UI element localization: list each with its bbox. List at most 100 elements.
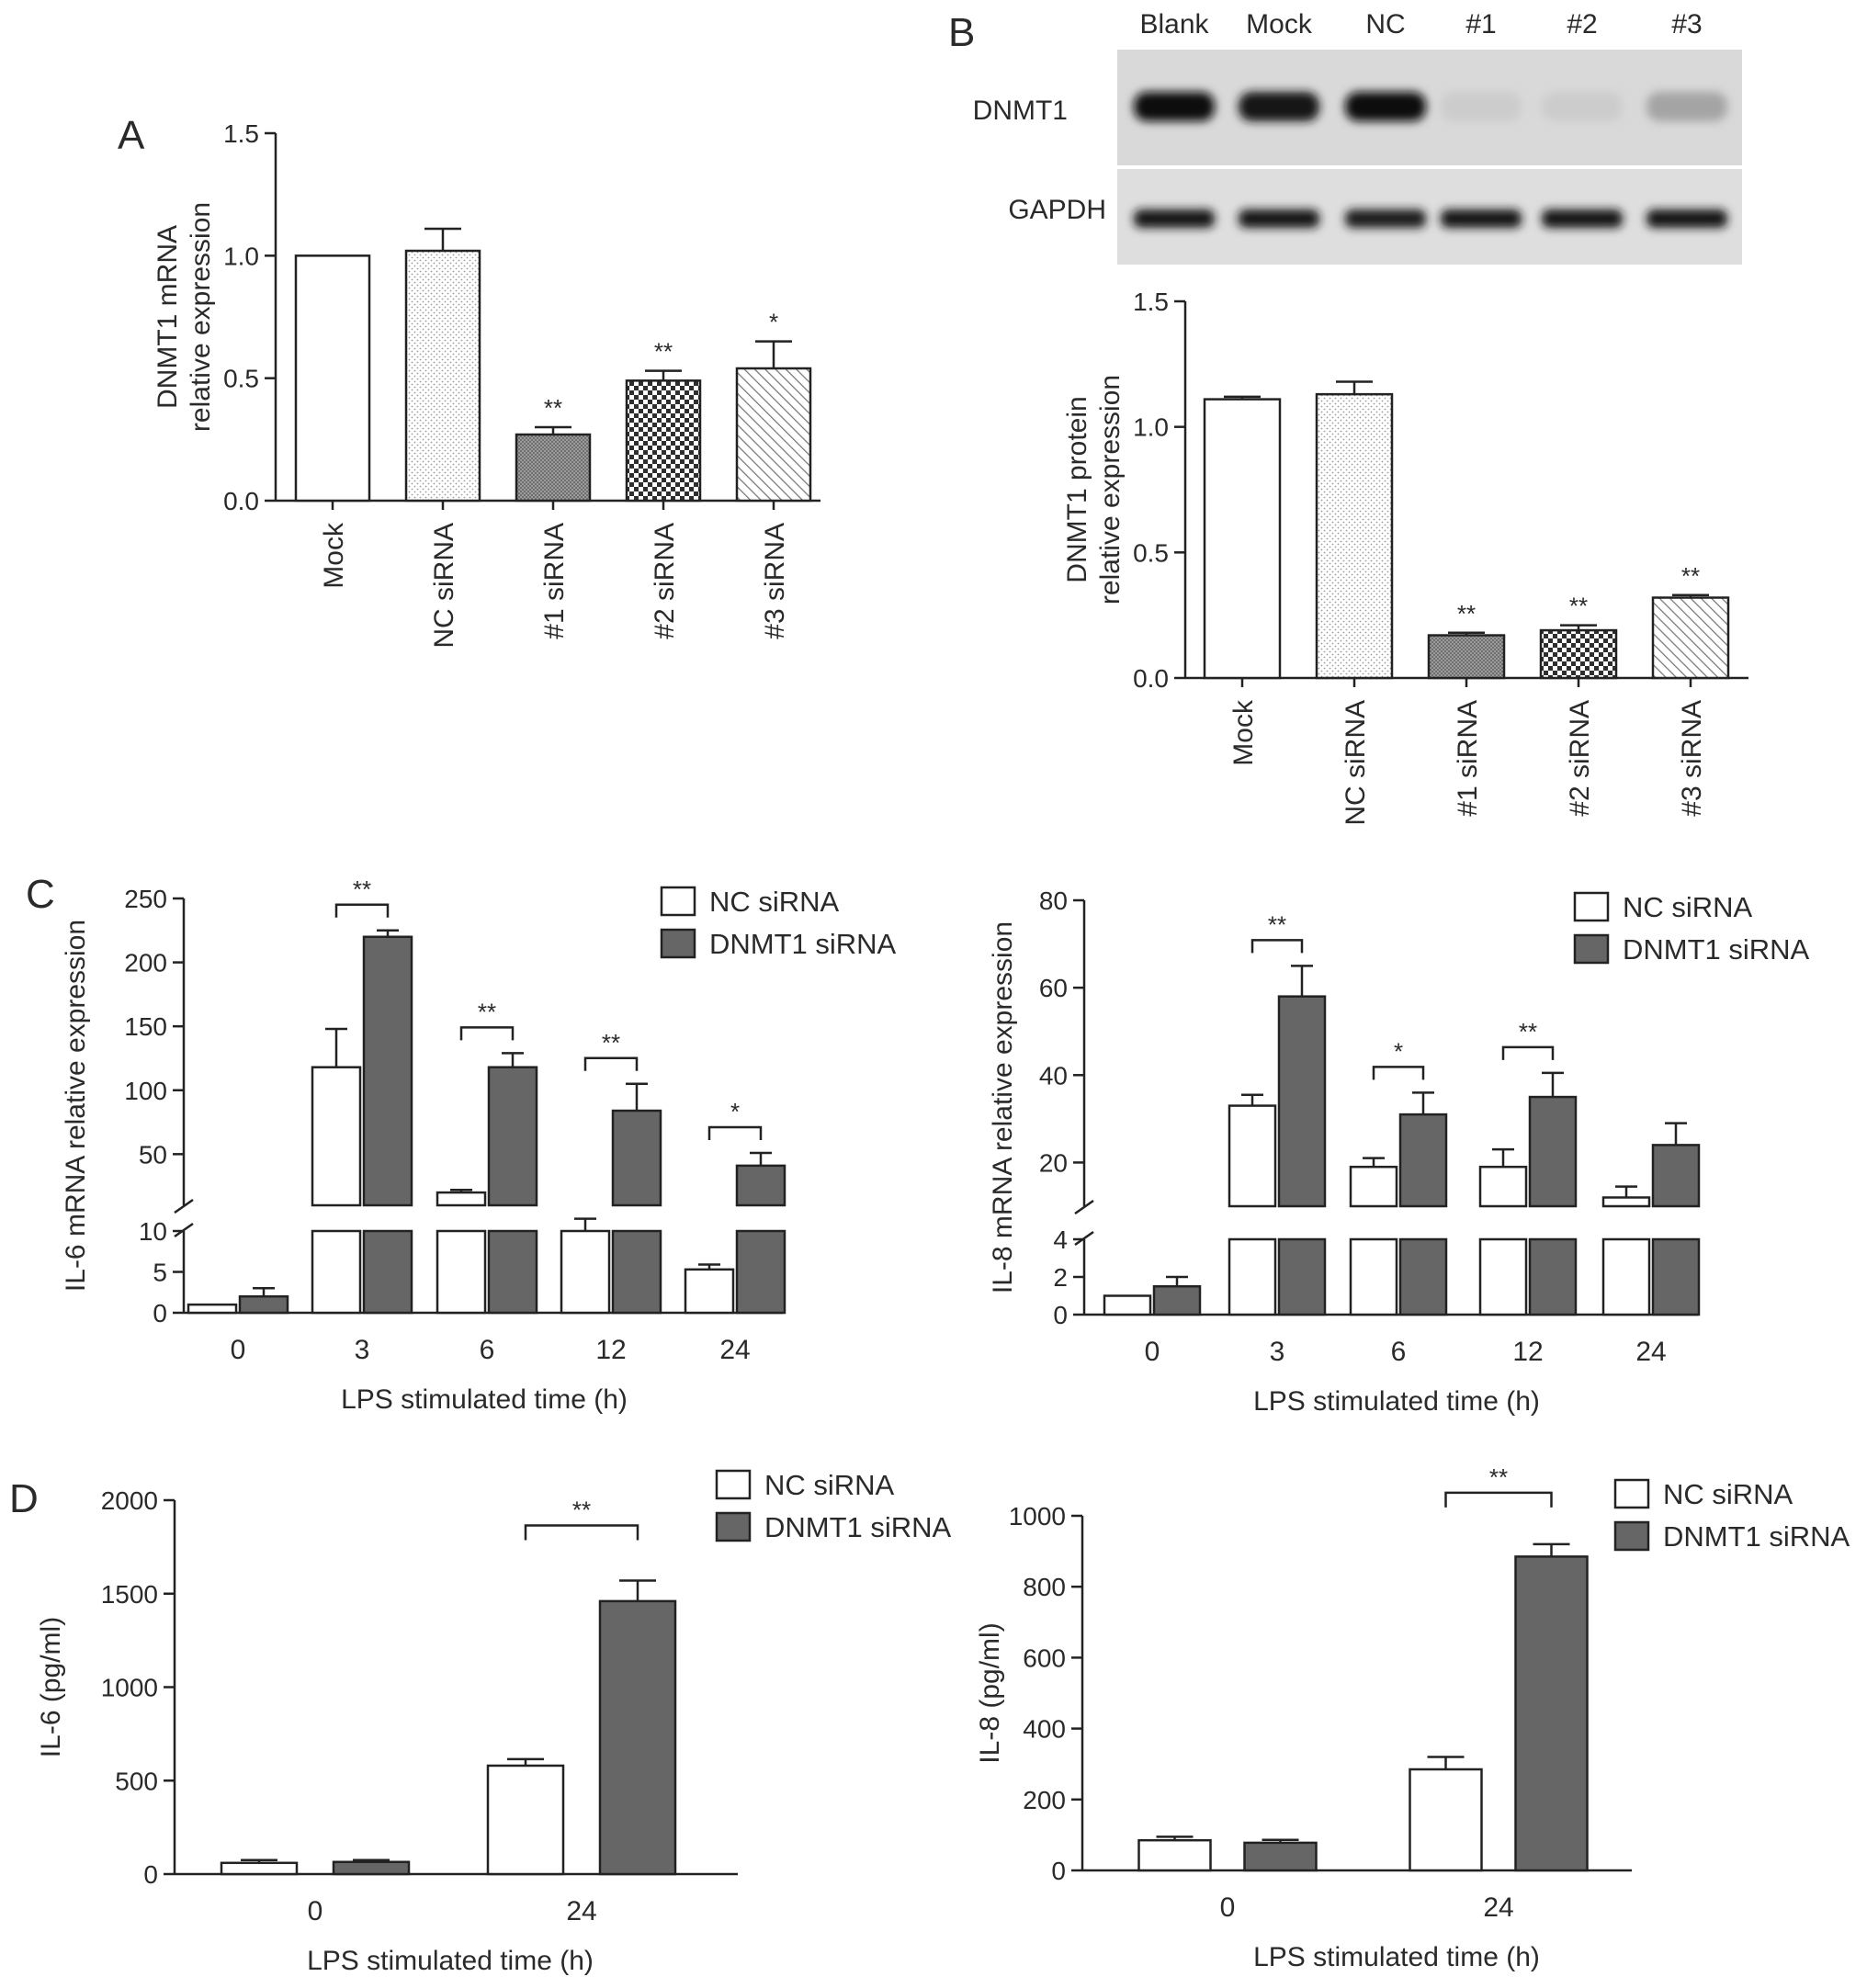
y-tick-label: 20 [1039,1148,1068,1177]
blot-band-gapdh [1441,209,1522,228]
blot-lane-label: Mock [1246,9,1313,40]
bar-lower-segment [311,1229,362,1315]
bar-lower-segment [436,1229,487,1315]
blot-band-gapdh [1239,209,1319,228]
y-tick-label: 4 [1053,1226,1068,1254]
y-tick-label: 1.0 [223,242,259,270]
chart-a: 0.0 0.5 1.0 1.5 DNMT1 mRNA relative expressio… [153,119,820,649]
y-tick-label: 2000 [101,1486,158,1515]
y-tick-label: 10 [139,1217,167,1246]
bar [238,1294,289,1315]
blot-lane-label: #1 [1465,9,1496,40]
y-axis-label: DNMT1 protein [1062,396,1092,582]
y-tick-label: 0.0 [223,487,259,515]
y-tick-label: 250 [124,885,167,913]
western-blot: Blank Mock NC #1 #2 #3 DNMT1 GAPDH [973,9,1742,265]
bar-upper-segment [436,1191,487,1207]
y-tick-label: 1000 [1009,1502,1066,1531]
legend-label: NC siRNA [709,886,840,918]
blot-band-gapdh [1646,209,1727,228]
bar-upper-segment [1277,995,1327,1208]
x-tick-label: 3 [355,1335,370,1365]
x-tick-label: 24 [1635,1337,1666,1367]
x-tick-label: #3 siRNA [1677,700,1707,817]
significance-marker: ** [478,998,496,1025]
bar-upper-segment [1398,1113,1448,1208]
legend-swatch-dnmt1 [660,928,696,959]
bar-lower-segment [1601,1237,1651,1316]
y-tick-label: 600 [1023,1643,1066,1672]
blot-band-gapdh [1345,209,1426,228]
blot-band-dnmt1 [1134,92,1215,121]
significance-marker: ** [544,394,562,422]
y-axis-label: IL-8 mRNA relative expression [988,921,1018,1293]
significance-bracket [583,1056,639,1071]
blot-row-label-dnmt1: DNMT1 [973,96,1068,126]
bar [598,1599,677,1876]
x-tick-label: NC siRNA [429,523,459,649]
blot-lane-label: NC [1365,9,1405,40]
blot-lane-label: #2 [1567,9,1597,40]
y-tick-label: 0.5 [1133,538,1169,567]
bar-upper-segment [487,1066,538,1207]
bar [332,1860,411,1876]
bar-lower-segment [1277,1237,1327,1316]
panel-label-d: D [9,1476,39,1521]
blot-lane-label: Blank [1139,9,1209,40]
legend-swatch-dnmt1 [1573,933,1610,965]
legend-label: NC siRNA [1623,891,1753,923]
y-axis-label: IL-8 (pg/ml) [975,1622,1005,1763]
bar-lower-segment [1478,1237,1528,1316]
bar-lower-segment [1651,1237,1701,1316]
bar [1103,1294,1152,1316]
y-tick-label: 800 [1023,1573,1066,1601]
axis-break-mark [1074,1199,1094,1215]
bar-lower-segment [362,1229,413,1315]
axis-break-mark [174,1198,194,1214]
x-tick-label: 3 [1270,1337,1285,1367]
blot-band-dnmt1 [1345,92,1426,121]
x-tick-label: 0 [308,1896,323,1926]
y-axis-label: relative expression [1095,375,1126,604]
legend-swatch-dnmt1 [1613,1520,1650,1552]
x-tick-label: 24 [719,1335,750,1365]
y-tick-label: 5 [153,1259,167,1287]
y-axis-label: relative expression [186,202,216,432]
y-tick-label: 60 [1039,974,1068,1002]
bar [1539,628,1618,680]
bar [486,1764,565,1876]
bar [1427,634,1506,680]
bar [625,379,702,503]
significance-marker: * [730,1098,740,1125]
significance-marker: ** [654,338,673,366]
blot-lane-label: #3 [1671,9,1702,40]
blot-band-dnmt1 [1239,92,1319,121]
blot-band-gapdh [1542,209,1623,228]
y-tick-label: 2 [1053,1263,1068,1292]
significance-bracket [1372,1066,1425,1080]
bar-lower-segment [611,1229,662,1315]
bar-lower-segment [1398,1237,1448,1316]
legend-swatch-dnmt1 [715,1511,752,1542]
legend-swatch-nc [1613,1478,1650,1509]
y-tick-label: 0 [1053,1301,1068,1329]
significance-bracket [1444,1491,1553,1508]
bar-upper-segment [611,1109,662,1207]
bar [187,1303,238,1315]
bar [560,1229,611,1315]
bar-upper-segment [735,1164,786,1207]
bar [220,1861,299,1876]
bar-upper-segment [1478,1165,1528,1208]
y-tick-label: 1.0 [1133,413,1169,442]
blot-band-dnmt1 [1542,92,1623,121]
bar [294,254,371,503]
significance-marker: ** [1569,593,1588,620]
x-tick-label: 6 [1391,1337,1407,1367]
blot-band-dnmt1 [1646,92,1727,121]
y-tick-label: 200 [124,949,167,977]
significance-bracket [459,1026,515,1041]
significance-bracket [1250,939,1304,954]
x-tick-label: #3 siRNA [760,523,790,639]
bar [1243,1841,1318,1872]
legend-label: NC siRNA [1663,1478,1793,1510]
